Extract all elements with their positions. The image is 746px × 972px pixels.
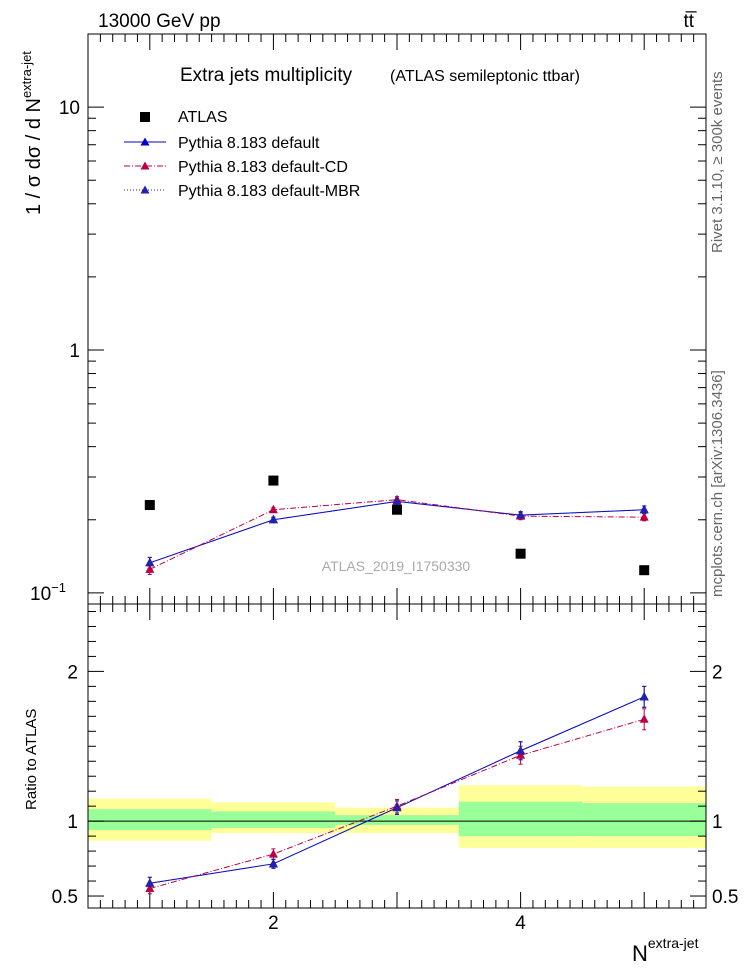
main-data-point [392, 496, 402, 505]
main-data-point [639, 512, 649, 521]
ratio-y-tick-label: 1 [67, 812, 78, 833]
legend-marker-default [140, 137, 150, 146]
ratio-data-point [145, 878, 155, 887]
x-tick-label: 4 [515, 913, 526, 934]
ratio-band-inner [88, 809, 212, 831]
header-energy-label: 13000 GeV pp [98, 11, 221, 32]
legend-marker-atlas [140, 112, 150, 122]
ratio-data-point [145, 883, 155, 893]
header-process-label: tt̅ [683, 11, 697, 32]
atlas-data-point [639, 565, 650, 576]
ratio-panel: 0.5 0.5 1 1 2 2 2 4 Ratio to ATLAS Nextra-jet [23, 603, 738, 966]
main-data-point [516, 510, 526, 519]
main-data-point [268, 514, 278, 524]
x-tick-label: 2 [268, 913, 279, 934]
legend-marker-mbr [140, 185, 150, 194]
main-data-point [145, 564, 155, 573]
ratio-y-axis-label: Ratio to ATLAS [23, 709, 40, 810]
main-panel: 10−1 1 10 Extra jets multiplicity (ATLAS s… [19, 33, 707, 605]
plot-title: Extra jets multiplicity [180, 65, 353, 86]
ratio-band-inner [582, 803, 706, 837]
main-data-point [145, 557, 155, 567]
legend-label-mbr: Pythia 8.183 default-MBR [178, 183, 360, 200]
ratio-y-tick-label: 2 [67, 662, 78, 683]
atlas-data-point [392, 504, 402, 515]
main-y-tick-label: 10 [59, 98, 80, 119]
mcplots-label: mcplots.cern.ch [arXiv:1306.3436] [709, 370, 726, 597]
legend-label-cd: Pythia 8.183 default-CD [178, 159, 348, 176]
main-y-axis-label: 1 / σ dσ / d Nextra-jet [19, 51, 45, 215]
x-axis-label: Nextra-jet [632, 935, 699, 966]
ratio-plot-frame [87, 603, 707, 909]
atlas-data-point [268, 475, 279, 486]
ratio-data-point [516, 750, 526, 759]
ratio-data-point [392, 802, 402, 812]
atlas-data-point [144, 500, 155, 511]
main-data-point [268, 504, 278, 514]
ratio-data-point [639, 714, 649, 723]
ratio-y-tick-label-right: 2 [712, 662, 723, 683]
x-axis-label-text: N [632, 941, 648, 966]
main-y-tick-label: 1 [69, 341, 80, 362]
main-y-axis-label-sup: extra-jet [19, 51, 34, 98]
legend-marker-cd [140, 161, 150, 170]
ratio-band-inner [335, 815, 459, 825]
rivet-version-label: Rivet 3.1.10, ≥ 300k events [709, 71, 726, 253]
ratio-y-tick-label: 0.5 [52, 887, 78, 908]
analysis-watermark: ATLAS_2019_I1750330 [322, 558, 471, 574]
plot-subtitle: (ATLAS semileptonic ttbar) [390, 68, 580, 85]
legend-label-atlas: ATLAS [178, 109, 228, 126]
ratio-y-tick-label-right: 1 [712, 812, 723, 833]
main-y-axis-label-text: 1 / σ dσ / d N [23, 98, 45, 215]
ratio-series-line [149, 696, 645, 884]
ratio-data-point [516, 745, 526, 755]
ratio-data-point [639, 691, 649, 701]
ratio-band-inner [458, 801, 583, 837]
ratio-data-point [268, 858, 278, 868]
ratio-series-line [149, 718, 645, 890]
legend: ATLAS Pythia 8.183 default Pythia 8.183 … [124, 109, 360, 200]
main-data-point [639, 504, 649, 514]
x-axis-label-sup: extra-jet [648, 935, 699, 951]
legend-label-default: Pythia 8.183 default [178, 135, 320, 152]
ratio-band-inner [211, 811, 336, 828]
ratio-data-point [268, 849, 278, 858]
atlas-data-point [515, 548, 526, 559]
main-y-tick-label: 10−1 [30, 580, 66, 605]
ratio-y-tick-label-right: 0.5 [712, 887, 738, 908]
